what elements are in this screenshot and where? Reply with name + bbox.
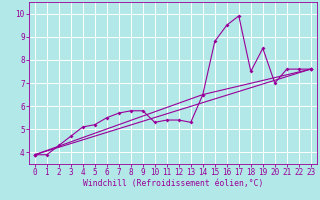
X-axis label: Windchill (Refroidissement éolien,°C): Windchill (Refroidissement éolien,°C) xyxy=(83,179,263,188)
